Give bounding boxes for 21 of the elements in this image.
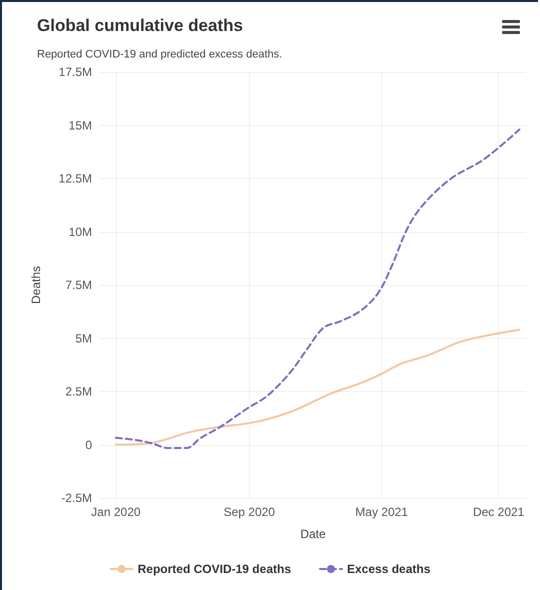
y-tick-label: 0 — [85, 438, 92, 452]
y-tick-label: 7.5M — [65, 278, 92, 292]
y-tick-label: 17.5M — [58, 65, 92, 79]
legend-label: Reported COVID-19 deaths — [138, 562, 292, 576]
y-tick-label: -2.5M — [61, 491, 92, 505]
y-tick-label: 2.5M — [65, 384, 92, 398]
x-tick-label: Dec 2021 — [472, 505, 525, 519]
x-tick-label: Sep 2020 — [224, 505, 276, 519]
line-series — [114, 128, 520, 449]
legend-label: Excess deaths — [346, 562, 431, 576]
y-tick-label: 5M — [75, 331, 92, 346]
y-tick-label: 15M — [68, 118, 92, 132]
chart-title: Global cumulative deaths — [37, 16, 243, 35]
y-tick-label: 12.5M — [58, 172, 92, 186]
line-series — [114, 328, 520, 446]
y-tick-label: 10M — [68, 224, 92, 239]
x-tick-label: May 2021 — [355, 505, 408, 519]
chart-subtitle: Reported COVID-19 and predicted excess deaths. — [37, 48, 282, 60]
x-axis-title: Date — [300, 527, 326, 541]
x-tick-label: Jan 2020 — [91, 505, 141, 519]
y-axis-title: Deaths — [29, 266, 43, 304]
